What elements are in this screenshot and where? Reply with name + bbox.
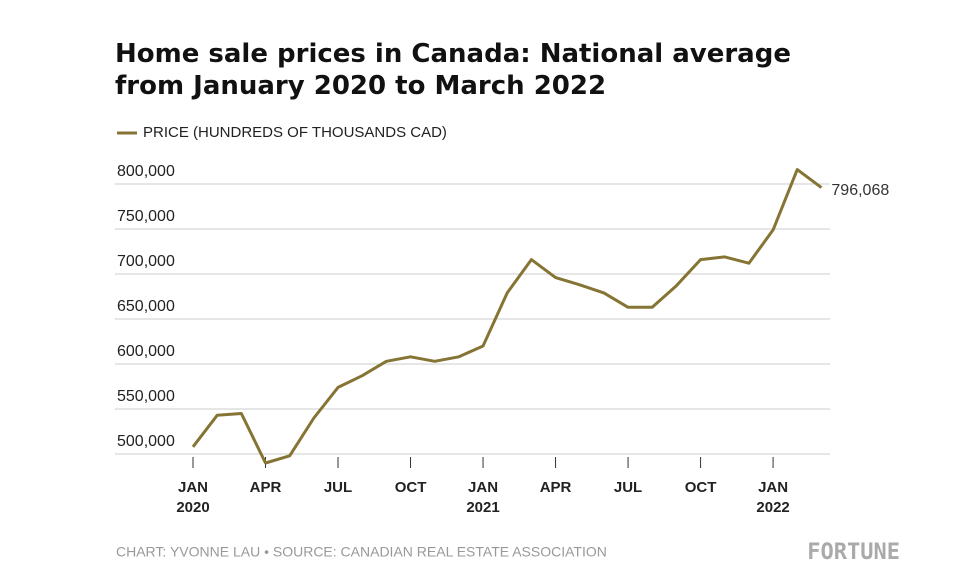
x-tick-label: JAN (178, 479, 208, 496)
x-year-label: 2020 (176, 499, 209, 516)
x-tick-label: JAN (758, 479, 788, 496)
brand: FORTUNE (807, 540, 900, 565)
x-tick-label: JUL (614, 479, 642, 496)
legend-label: PRICE (HUNDREDS OF THOUSANDS CAD) (143, 124, 447, 141)
x-tick-label: APR (540, 479, 572, 496)
line (191, 168, 823, 465)
y-tick-label: 600,000 (117, 343, 175, 360)
y-tick-label: 700,000 (117, 253, 175, 270)
x-tick-label: OCT (685, 479, 717, 496)
y-tick-label: 650,000 (117, 298, 175, 315)
x-tick-label: JAN (468, 479, 498, 496)
x-year-label: 2021 (466, 499, 499, 516)
y-tick-label: 550,000 (117, 388, 175, 405)
y-tick-label: 500,000 (117, 433, 175, 450)
credit: CHART: YVONNE LAU • SOURCE: CANADIAN REA… (116, 544, 607, 560)
y-tick-label: 750,000 (117, 208, 175, 225)
x-tick-label: OCT (395, 479, 427, 496)
x-tick-label: JUL (324, 479, 352, 496)
chart-title: Home sale prices in Canada: National ave… (115, 39, 791, 101)
x-year-label: 2022 (756, 499, 789, 516)
value-label: 796,068 (831, 182, 889, 199)
y-tick-label: 800,000 (117, 163, 175, 180)
title-box: Home sale prices in Canada: National ave… (115, 39, 791, 101)
x-tick-label: APR (250, 479, 282, 496)
